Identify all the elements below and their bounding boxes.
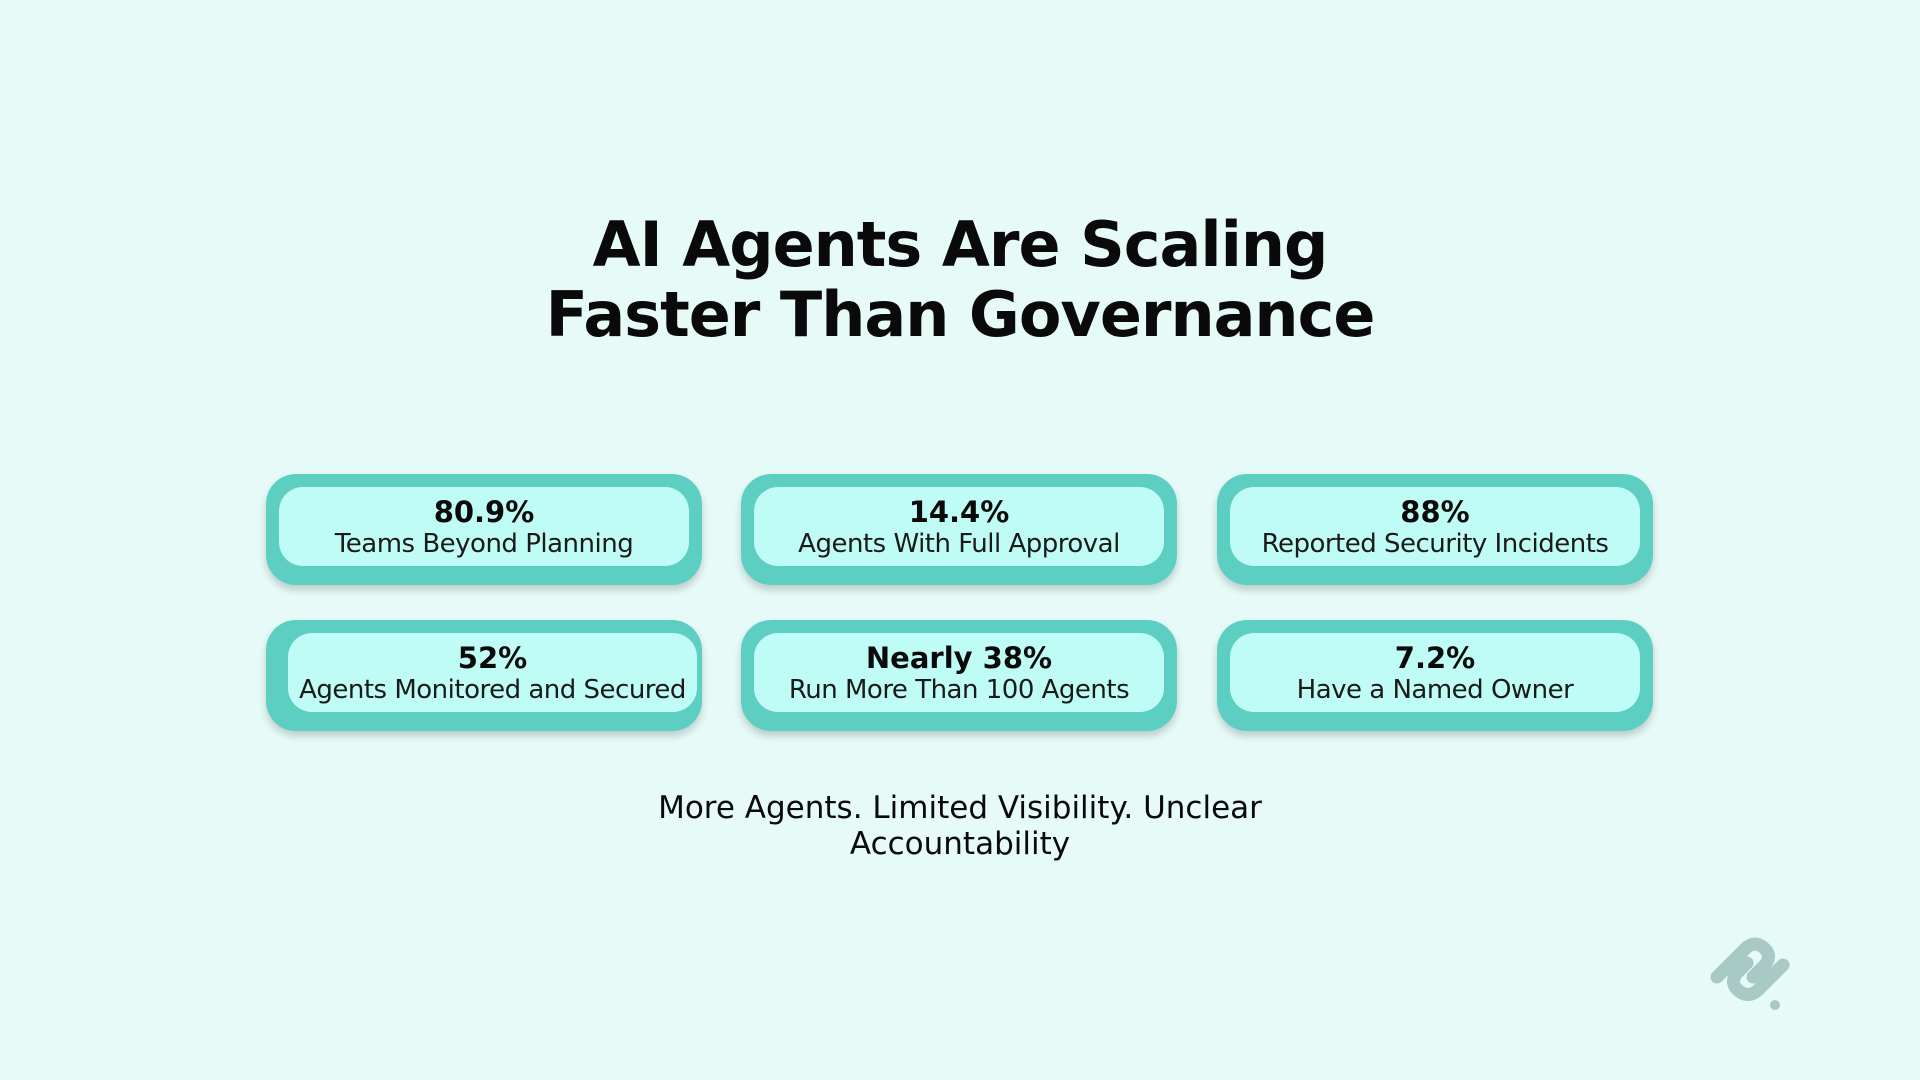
stat-card: 7.2% Have a Named Owner xyxy=(1217,620,1653,731)
stat-value: Nearly 38% xyxy=(865,641,1053,675)
stat-label: Agents With Full Approval xyxy=(798,529,1120,559)
stat-card: Nearly 38% Run More Than 100 Agents xyxy=(741,620,1177,731)
stat-card: 52% Agents Monitored and Secured xyxy=(266,620,702,731)
stat-label: Run More Than 100 Agents xyxy=(788,675,1130,705)
footer: More Agents. Limited Visibility. Unclear… xyxy=(560,790,1360,862)
stat-label: Have a Named Owner xyxy=(1296,675,1574,705)
stat-card-inner: 52% Agents Monitored and Secured xyxy=(288,633,697,712)
stat-value: 88% xyxy=(1400,495,1470,529)
stat-value: 14.4% xyxy=(908,495,1010,529)
stat-card-inner: 14.4% Agents With Full Approval xyxy=(754,487,1164,566)
stat-value: 80.9% xyxy=(433,495,535,529)
stat-card: 14.4% Agents With Full Approval xyxy=(741,474,1177,585)
stat-card-inner: 7.2% Have a Named Owner xyxy=(1230,633,1640,712)
title: AI Agents Are Scaling Faster Than Govern… xyxy=(0,210,1920,350)
stat-value: 52% xyxy=(457,641,528,675)
stat-label: Agents Monitored and Secured xyxy=(299,675,686,705)
stat-label: Reported Security Incidents xyxy=(1261,529,1609,559)
stat-label: Teams Beyond Planning xyxy=(334,529,634,559)
stat-card: 80.9% Teams Beyond Planning xyxy=(266,474,702,585)
title-line: AI Agents Are Scaling xyxy=(592,208,1329,281)
title-line: Faster Than Governance xyxy=(545,278,1376,351)
stat-card-inner: 80.9% Teams Beyond Planning xyxy=(279,487,689,566)
stat-card-inner: 88% Reported Security Incidents xyxy=(1230,487,1640,566)
footer-line: Accountability xyxy=(849,826,1071,862)
stat-card-inner: Nearly 38% Run More Than 100 Agents xyxy=(754,633,1164,712)
logo xyxy=(1710,937,1790,1010)
stat-card: 88% Reported Security Incidents xyxy=(1217,474,1653,585)
footer-line: More Agents. Limited Visibility. Unclear xyxy=(658,790,1262,826)
stat-value: 7.2% xyxy=(1394,641,1476,675)
